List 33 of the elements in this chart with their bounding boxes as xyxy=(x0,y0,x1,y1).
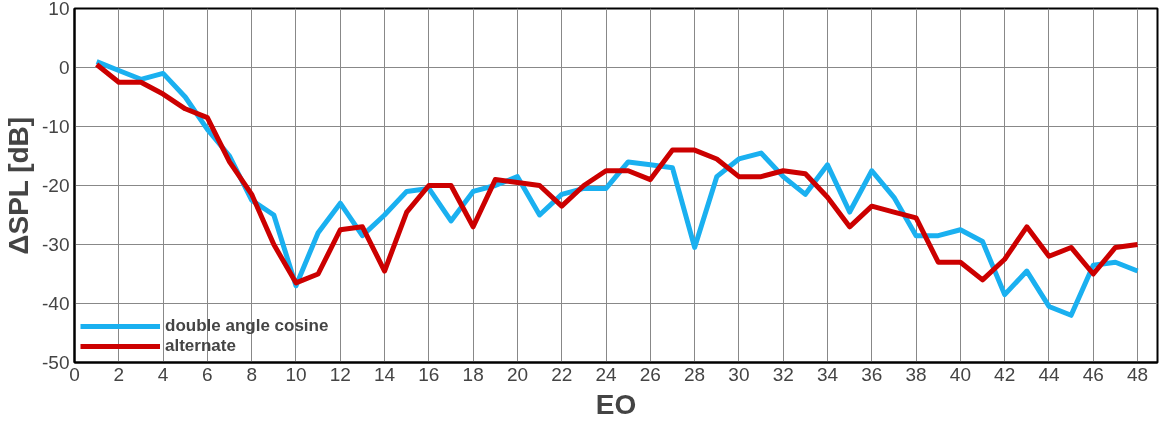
x-tick-label: 4 xyxy=(157,363,169,385)
x-tick-label: 2 xyxy=(113,363,125,385)
x-tick-label: 38 xyxy=(905,363,927,385)
y-tick-label: 10 xyxy=(48,0,70,19)
x-tick-label: 28 xyxy=(684,363,706,385)
y-tick-label: -20 xyxy=(42,175,70,196)
x-tick-label: 22 xyxy=(551,363,573,385)
y-tick-label: 0 xyxy=(58,57,70,78)
y-tick-label: -30 xyxy=(42,234,70,255)
x-tick-label: 24 xyxy=(595,363,618,385)
x-tick-label: 36 xyxy=(861,363,883,385)
x-axis-title: EO xyxy=(595,388,637,420)
x-tick-label: 20 xyxy=(506,363,529,385)
y-tick-label: -10 xyxy=(42,116,70,137)
x-tick-label: 46 xyxy=(1082,363,1104,385)
x-tick-label: 16 xyxy=(418,363,440,385)
x-tick-label: 48 xyxy=(1127,363,1149,385)
x-tick-label: 12 xyxy=(329,363,351,385)
x-tick-label: 18 xyxy=(462,363,484,385)
x-tick-label: 44 xyxy=(1038,363,1060,385)
x-tick-label: 6 xyxy=(202,363,213,385)
x-tick-label: 40 xyxy=(949,363,971,385)
x-tick-label: 8 xyxy=(246,363,257,385)
x-tick-label: 26 xyxy=(639,363,661,385)
y-axis-title: ΔSPL [dB] xyxy=(3,116,35,255)
x-tick-label: 30 xyxy=(728,363,750,385)
x-tick-label: 34 xyxy=(816,363,839,385)
x-tick-label: 32 xyxy=(772,363,794,385)
y-tick-label: -40 xyxy=(42,293,70,314)
y-tick-label: -50 xyxy=(42,352,70,373)
x-tick-label: 42 xyxy=(994,363,1016,385)
x-tick-label: 10 xyxy=(285,363,307,385)
x-tick-label: 14 xyxy=(373,363,396,385)
